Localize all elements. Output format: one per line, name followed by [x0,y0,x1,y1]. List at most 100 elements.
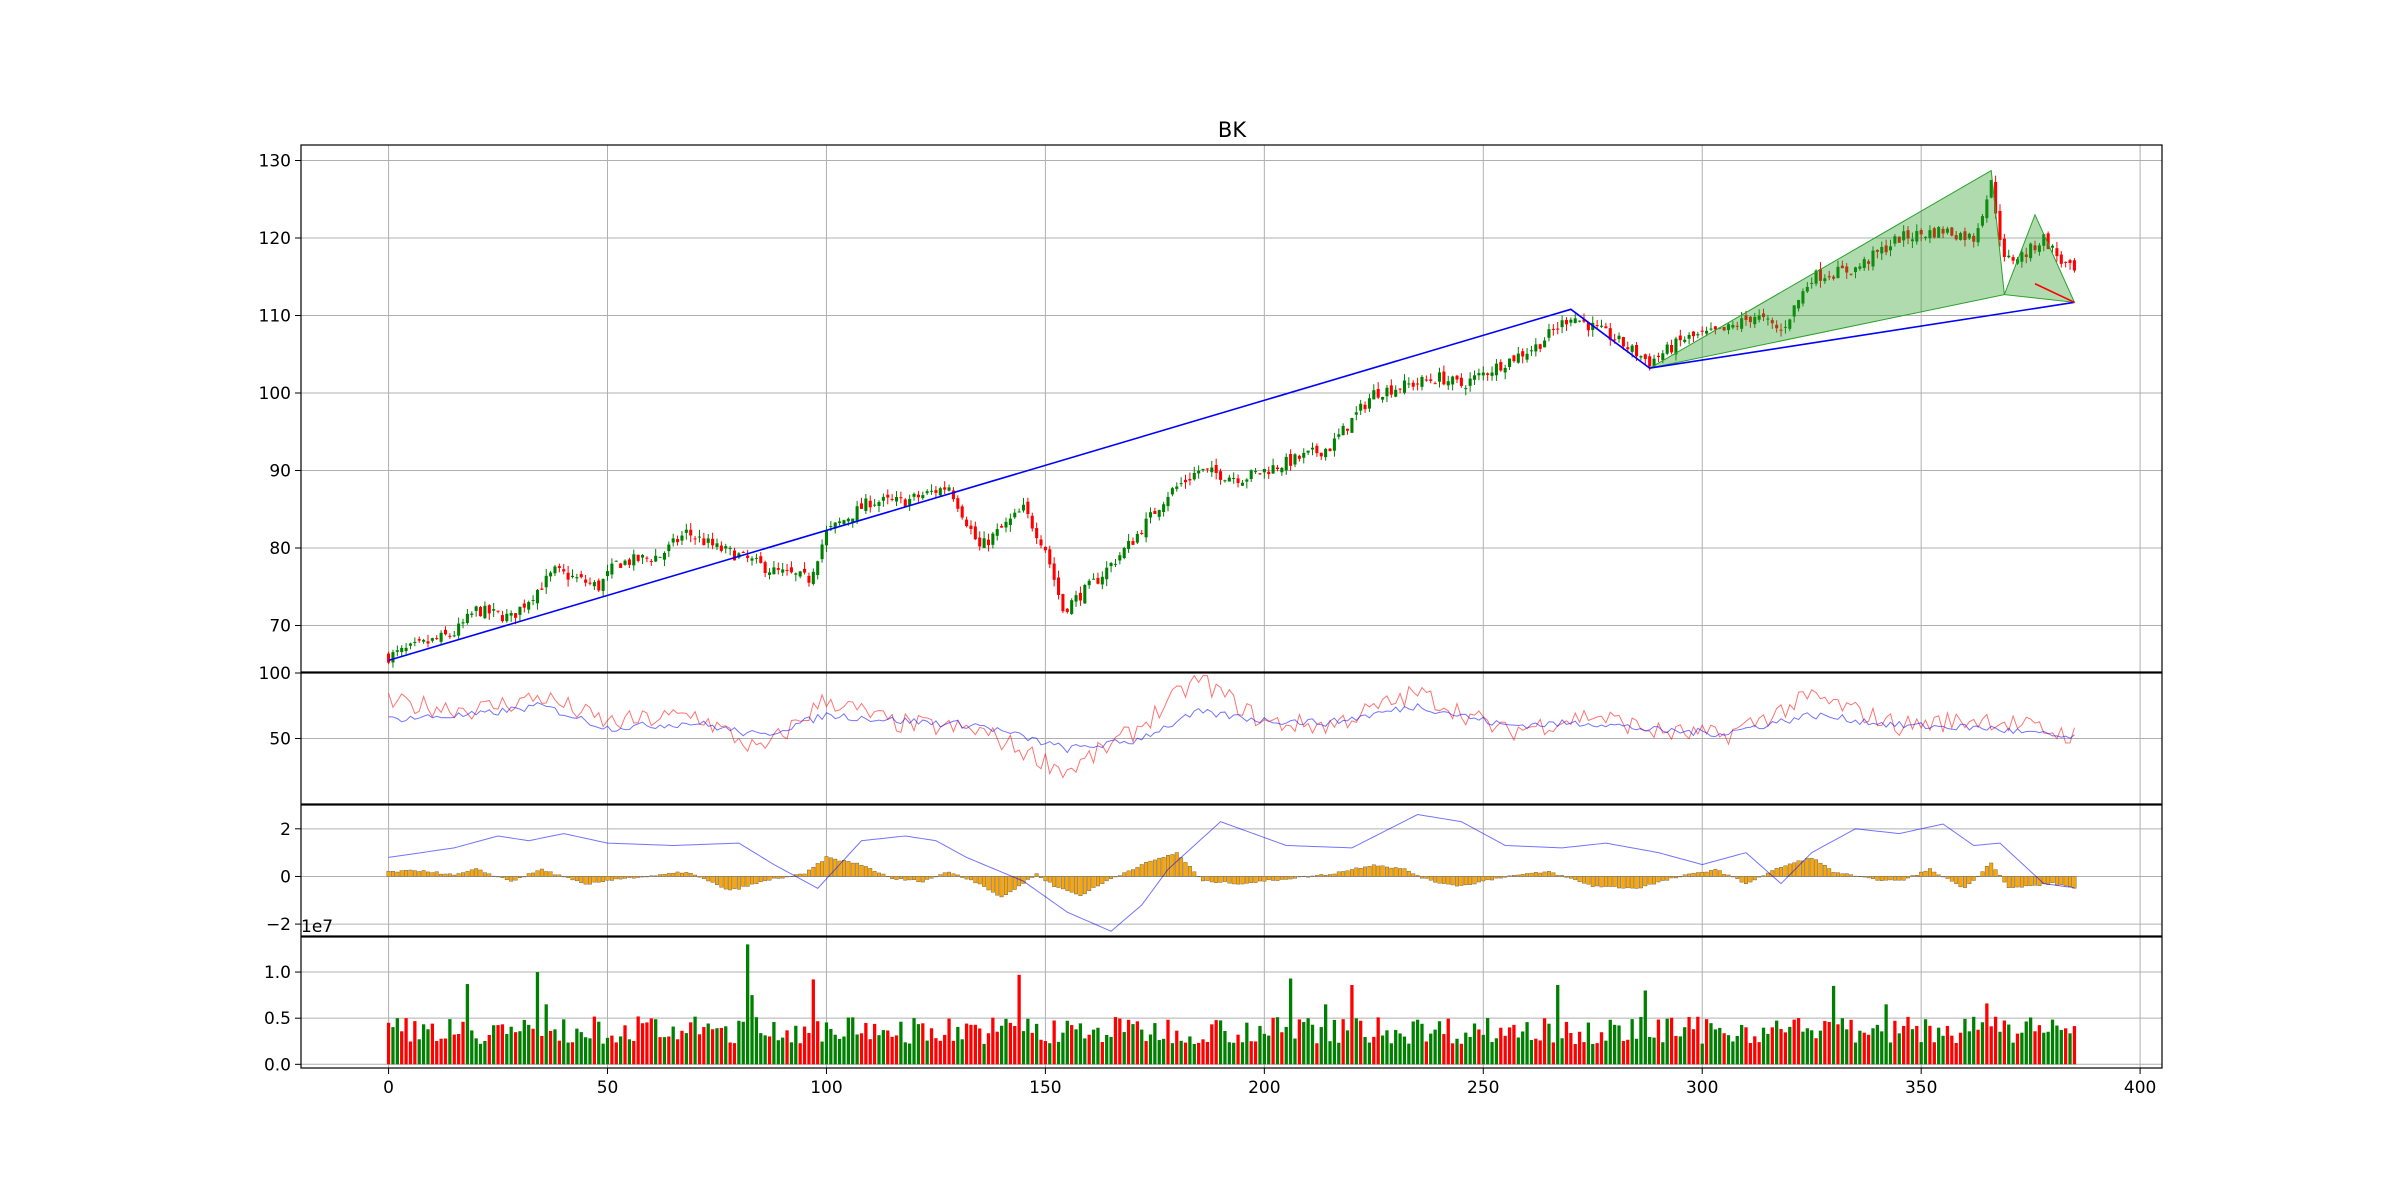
volume-bar [548,1030,553,1065]
candle-body-up [1240,482,1244,486]
macd-histogram-bar [885,876,890,877]
macd-histogram-bar [1148,860,1153,877]
candle-body-down [1030,515,1034,529]
macd-histogram-bar [1564,876,1569,878]
xtick-label: 400 [2124,1078,2156,1098]
macd-histogram-bar [2054,876,2059,886]
macd-histogram-bar [1380,865,1385,877]
vol-panel-frame [300,936,2163,1069]
macd-histogram-bar [890,876,895,879]
candle-body-up [1915,231,1919,242]
candle-body-up [1232,477,1236,479]
macd-histogram-bar [990,876,995,893]
macd-histogram-bar [1906,876,1910,879]
volume-bar [443,1038,448,1065]
candle-body-up [1477,373,1481,376]
macd-histogram-bar [1104,876,1109,882]
candle-body-down [934,490,938,493]
candle-body-up [1197,470,1201,474]
macd-histogram-bar [570,876,575,881]
candle-body-up [1516,353,1520,363]
volume-bar [474,1038,478,1065]
macd-histogram-bar [1139,864,1144,877]
candle-body-up [1166,496,1170,507]
macd-histogram-bar [1647,876,1652,885]
price-ytick-label: 120 [259,229,291,249]
candle-body-down [1267,471,1271,475]
volume-bar [750,995,754,1065]
macd-histogram-bar [1660,876,1665,881]
macd-histogram-bar [1625,876,1630,889]
macd-histogram-bar [1039,876,1043,878]
volume-bar [1897,1033,1901,1065]
candle-body-down [1131,541,1135,545]
candle-body-up [1332,438,1336,451]
candle-body-down [1424,379,1428,381]
macd-histogram-bar [1656,876,1661,883]
volume-bar [386,1022,391,1065]
macd-histogram-bar [929,876,934,879]
candle-body-down [1376,389,1380,398]
volume-bar [1494,1038,1499,1065]
macd-histogram-bar [894,876,899,880]
candle-body-up [400,647,404,653]
candle-body-down [899,497,903,499]
macd-histogram-bar [496,876,500,878]
candle-body-down [1994,181,1998,214]
candle-body-down [1061,594,1065,612]
candle-body-down [478,606,483,617]
volume-bar [759,1033,763,1065]
candle-body-down [1188,479,1192,481]
volume-offset-label: 1e7 [301,917,333,937]
macd-ytick-label: 2 [280,820,291,840]
macd-histogram-bar [1783,865,1788,877]
volume-bar [785,1030,789,1065]
volume-bar [1888,1042,1893,1065]
macd-histogram-bar [1520,874,1525,877]
volume-bar [1490,1042,1494,1065]
volume-bar [1709,1023,1713,1065]
candle-body-down [1735,325,1739,327]
volume-bar [794,1025,798,1065]
candle-body-down [965,519,969,527]
macd-histogram-bar [1958,876,1963,888]
volume-bar [1560,1038,1564,1065]
candle-body-up [1783,326,1787,328]
macd-histogram-bar [399,870,404,877]
candle-body-up [1731,324,1735,328]
volume-bar [2064,1028,2068,1065]
macd-histogram-bar [1043,876,1048,882]
volume-bar [1175,1030,1179,1065]
macd-histogram-bar [618,876,623,880]
candle-body-down [859,503,864,509]
volume-bar [864,1022,868,1065]
candle-body-down [1906,230,1910,239]
candle-body-down [1052,563,1056,580]
macd-histogram-bar [1420,876,1424,879]
candle-body-down [1884,245,1888,253]
macd-histogram-bar [439,873,444,877]
candle-body-down [1258,473,1262,475]
volume-bar [1499,1027,1503,1065]
macd-histogram-bar [1774,868,1779,877]
macd-histogram-bar [443,873,448,877]
candle-body-up [1446,381,1450,386]
candle-body-up [1148,512,1153,518]
macd-histogram-bar [1358,868,1363,877]
candle-body-up [605,571,610,577]
volume-bar [465,984,470,1065]
macd-histogram-bar [719,876,724,888]
macd-histogram-bar [1665,876,1670,881]
candle-body-up [833,522,837,529]
macd-histogram-bar [1284,876,1289,880]
candle-body-up [575,577,579,579]
volume-bar [1827,1022,1831,1065]
volume-bar [1998,1031,2002,1065]
candle-body-up [706,538,710,543]
macd-signal-line [388,814,2075,932]
candle-body-up [1201,468,1205,470]
candle-body-down [1621,337,1625,347]
candle-body-up [2042,234,2046,246]
volume-bar [1035,1023,1039,1065]
volume-bar [811,979,815,1065]
